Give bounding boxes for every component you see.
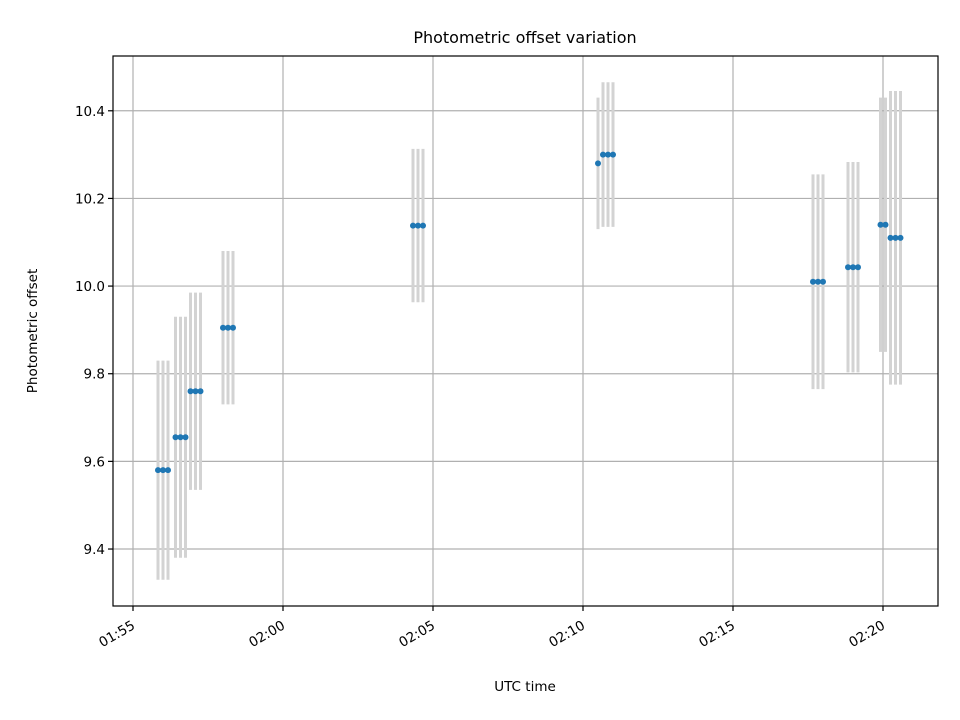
y-tick-label: 10.2 — [75, 191, 105, 207]
data-point — [177, 434, 184, 441]
data-point — [600, 151, 606, 158]
y-tick-label: 9.4 — [84, 542, 105, 558]
data-point — [220, 324, 226, 331]
y-tick-label: 9.8 — [84, 367, 105, 383]
tick-layer: 01:55 02:00 02:05 02:10 02:15 02:209.49.69.81… — [75, 104, 888, 651]
point-layer — [155, 151, 904, 474]
data-point — [225, 324, 231, 331]
data-point — [810, 278, 816, 285]
data-point — [850, 264, 856, 271]
data-point — [845, 264, 851, 271]
data-point — [892, 234, 899, 241]
data-point — [877, 221, 884, 228]
data-point — [160, 467, 166, 474]
data-point — [230, 324, 236, 331]
chart-title: Photometric offset variation — [413, 28, 636, 47]
data-point — [197, 388, 204, 395]
data-point — [605, 151, 611, 158]
data-point — [815, 278, 821, 285]
data-point — [165, 467, 171, 474]
data-point — [410, 222, 416, 229]
data-point — [820, 278, 826, 285]
data-point — [882, 221, 889, 228]
grid-layer — [113, 56, 938, 606]
data-point — [182, 434, 189, 441]
data-point — [192, 388, 199, 395]
y-tick-label: 10.4 — [75, 104, 105, 120]
data-point — [887, 234, 894, 241]
data-point — [610, 151, 616, 158]
data-point — [595, 160, 601, 167]
plot-frame — [112, 55, 939, 607]
data-point — [155, 467, 161, 474]
data-point — [172, 434, 179, 441]
data-point — [415, 222, 421, 229]
y-tick-label: 9.6 — [84, 454, 105, 470]
data-point — [897, 234, 904, 241]
data-point — [855, 264, 861, 271]
y-tick-label: 10.0 — [75, 279, 105, 295]
data-point — [187, 388, 194, 395]
x-axis-label: UTC time — [494, 679, 556, 695]
data-point — [420, 222, 426, 229]
y-axis-label: Photometric offset — [25, 269, 41, 393]
